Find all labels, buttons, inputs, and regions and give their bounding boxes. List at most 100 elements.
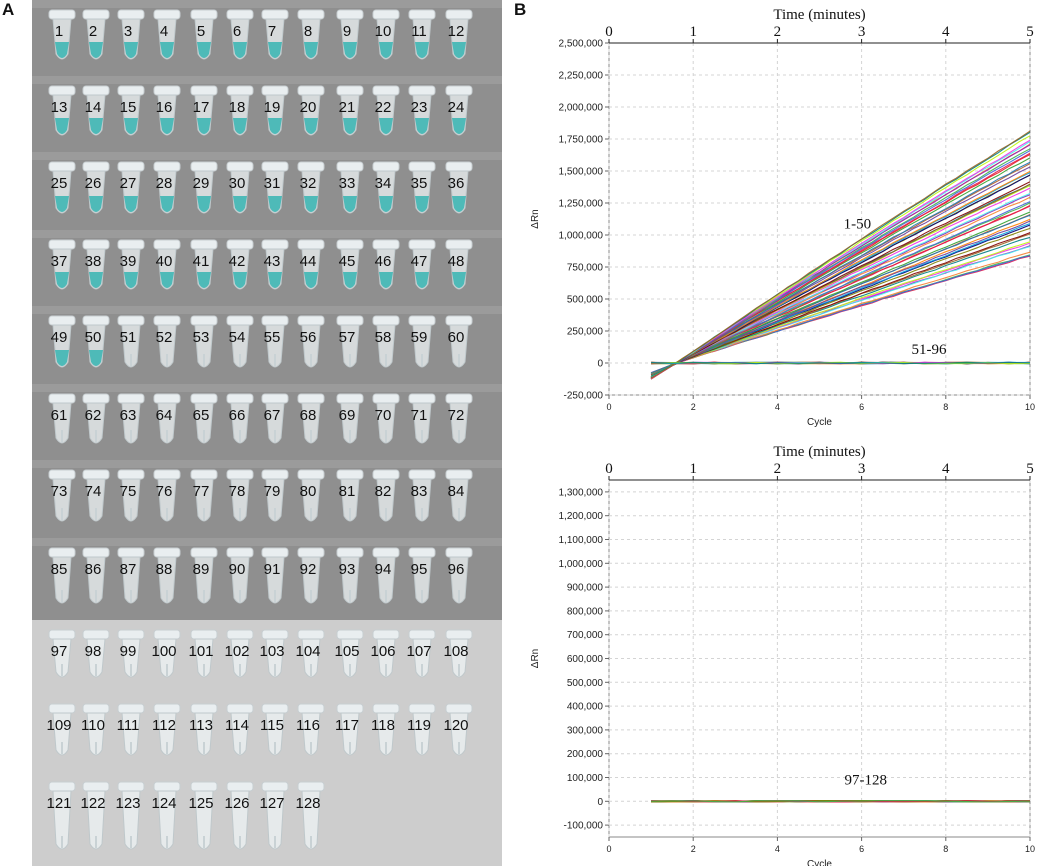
tube-label: 54 — [229, 329, 246, 346]
tube — [153, 547, 181, 604]
tube-cap — [445, 393, 473, 404]
tube — [190, 85, 218, 136]
tube-liquid — [89, 118, 103, 134]
tube — [261, 629, 289, 678]
tube-cap — [372, 315, 400, 326]
tube-cap — [117, 9, 145, 20]
tube-label: 91 — [264, 561, 281, 578]
series-line-1-50 — [650, 130, 1030, 379]
tube-cap — [48, 547, 76, 558]
y-axis-title: ΔRn — [530, 649, 541, 668]
x-axis-title: Cycle — [807, 859, 832, 866]
tube-label: 105 — [334, 643, 359, 660]
tube-label: 108 — [443, 643, 468, 660]
tube — [117, 629, 145, 678]
tube-body — [412, 478, 432, 522]
tube-label: 127 — [259, 795, 284, 812]
y-tick-label: 1,200,000 — [559, 511, 604, 522]
tube — [190, 239, 218, 290]
tube — [117, 547, 145, 604]
tube-body — [340, 478, 360, 522]
tube-cap — [117, 629, 145, 640]
tube — [297, 703, 325, 756]
tube-liquid — [197, 118, 211, 134]
tube-cap — [445, 315, 473, 326]
tube-cap — [153, 547, 181, 558]
tube — [190, 703, 218, 756]
x-axis-title: Cycle — [807, 417, 832, 428]
tube-label: 79 — [264, 483, 281, 500]
tube — [82, 547, 110, 604]
y-tick-label: 400,000 — [567, 702, 604, 713]
tube-label: 112 — [152, 717, 176, 734]
photo-row-band — [32, 460, 502, 468]
tube-label: 84 — [448, 483, 465, 500]
tube-label: 103 — [259, 643, 284, 660]
tube-label: 92 — [300, 561, 317, 578]
tube-label: 16 — [156, 99, 173, 116]
tube-cap — [261, 9, 289, 20]
series-line-97-128 — [651, 800, 1030, 803]
tube-label: 25 — [51, 175, 68, 192]
tube-label: 53 — [193, 329, 210, 346]
tube-liquid — [379, 272, 393, 288]
tube — [445, 703, 473, 756]
top-tick-label: 1 — [689, 461, 697, 477]
tube-cap — [372, 703, 400, 714]
x-tick-label: 8 — [943, 844, 948, 854]
tube-cap — [297, 239, 325, 250]
tube-label: 86 — [85, 561, 102, 578]
tube-cap — [336, 703, 364, 714]
tube-cap — [372, 161, 400, 172]
tube-label: 60 — [448, 329, 465, 346]
tube-body — [86, 638, 106, 678]
tube-cap — [336, 315, 364, 326]
tube — [153, 703, 181, 756]
tube-label: 30 — [229, 175, 246, 192]
tube — [226, 161, 254, 214]
y-tick-label: 2,500,000 — [559, 39, 604, 50]
series-line-1-50 — [650, 150, 1030, 378]
tube-cap — [261, 547, 289, 558]
tube-body — [121, 402, 141, 444]
tube — [226, 85, 254, 136]
tube-cap — [153, 703, 181, 714]
tube — [297, 239, 325, 290]
tube-cap — [372, 85, 400, 96]
tube-liquid — [124, 42, 138, 58]
photo-row-band — [32, 306, 502, 314]
tube-label: 66 — [229, 407, 246, 424]
tube — [372, 469, 400, 522]
x-tick-label: 8 — [943, 402, 948, 412]
tube-cap — [297, 9, 325, 20]
tube-cap — [226, 239, 254, 250]
tube — [408, 161, 436, 214]
tube — [190, 781, 218, 850]
tube-label: 10 — [375, 23, 392, 40]
tube — [445, 469, 473, 522]
tube-label: 45 — [339, 253, 356, 270]
tube-cap — [190, 161, 218, 172]
tube-cap — [153, 629, 181, 640]
tube — [48, 547, 76, 604]
tube — [408, 85, 436, 136]
tube-body — [449, 402, 469, 444]
tube-liquid — [124, 118, 138, 134]
tube — [48, 703, 76, 756]
tube — [372, 85, 400, 136]
tube-liquid — [160, 42, 174, 58]
tube-cap — [153, 239, 181, 250]
tube-liquid — [452, 118, 466, 134]
tube — [153, 629, 181, 678]
tube-label: 90 — [229, 561, 246, 578]
tube — [408, 469, 436, 522]
tube-label: 109 — [46, 717, 71, 734]
tube-cap — [297, 315, 325, 326]
tube-body — [86, 556, 106, 604]
tube-label: 117 — [335, 717, 359, 734]
tube-label: 78 — [229, 483, 246, 500]
tube-liquid — [415, 196, 429, 212]
tube-body — [52, 556, 72, 604]
tube-body — [157, 402, 177, 444]
tube-label: 128 — [295, 795, 320, 812]
